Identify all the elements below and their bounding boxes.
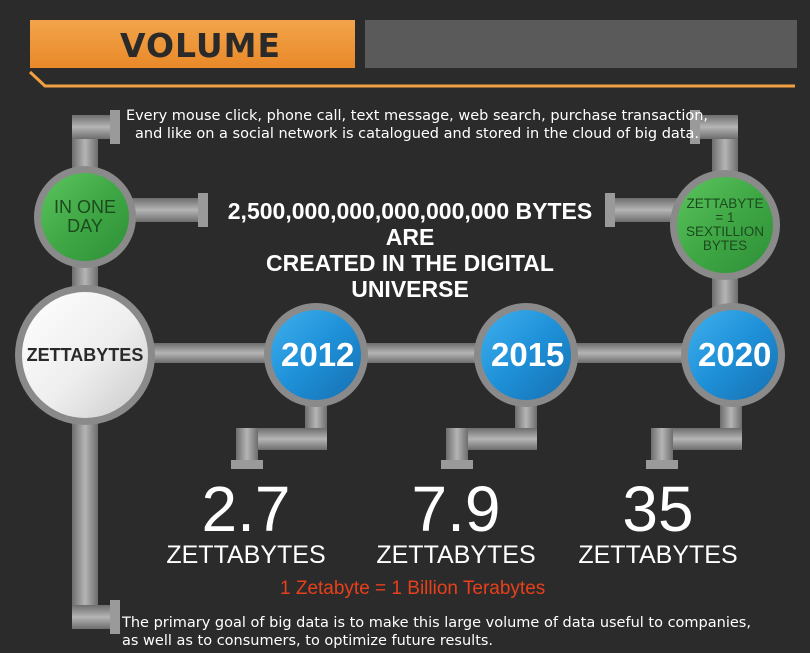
unit-2020: ZETTABYTES bbox=[578, 541, 738, 569]
pipe-bottom-left-elbow bbox=[72, 605, 117, 629]
header-orange-bar bbox=[30, 20, 355, 68]
pipe-top-left-elbow bbox=[72, 115, 117, 139]
header-underline bbox=[28, 70, 795, 88]
page-title: VOLUME bbox=[120, 26, 282, 65]
day-circle-label: IN ONE DAY bbox=[53, 197, 116, 236]
intro-text: Every mouse click, phone call, text mess… bbox=[125, 108, 709, 142]
definition-circle-label: ZETTABYTE = 1 SEXTILLION BYTES bbox=[685, 195, 765, 254]
year-2012-label: 2012 bbox=[281, 336, 355, 373]
year-2015-label: 2015 bbox=[491, 336, 565, 373]
bytes-statement: 2,500,000,000,000,000,000 BYTES ARE CREA… bbox=[210, 198, 610, 302]
header-gray-bar bbox=[365, 20, 797, 68]
footer-text: The primary goal of big data is to make … bbox=[122, 615, 751, 649]
hub-label: ZETTABYTES bbox=[26, 344, 144, 365]
value-2012: 2.7 bbox=[201, 473, 291, 545]
year-2020-label: 2020 bbox=[698, 336, 772, 373]
value-2015: 7.9 bbox=[411, 473, 501, 545]
conversion-note: 1 Zetabyte = 1 Billion Terabytes bbox=[280, 578, 546, 599]
bytes-statement-line1: 2,500,000,000,000,000,000 BYTES ARE bbox=[227, 198, 593, 250]
bytes-statement-line2: CREATED IN THE DIGITAL UNIVERSE bbox=[266, 250, 554, 302]
pipe-elbow-2020 bbox=[646, 395, 742, 469]
unit-2015: ZETTABYTES bbox=[376, 541, 536, 569]
unit-2012: ZETTABYTES bbox=[166, 541, 326, 569]
pipe-left-statement bbox=[125, 198, 205, 222]
pipe-horizontal-main bbox=[150, 343, 730, 363]
value-2020: 35 bbox=[622, 473, 694, 545]
pipe-top-right-elbow bbox=[693, 115, 738, 139]
